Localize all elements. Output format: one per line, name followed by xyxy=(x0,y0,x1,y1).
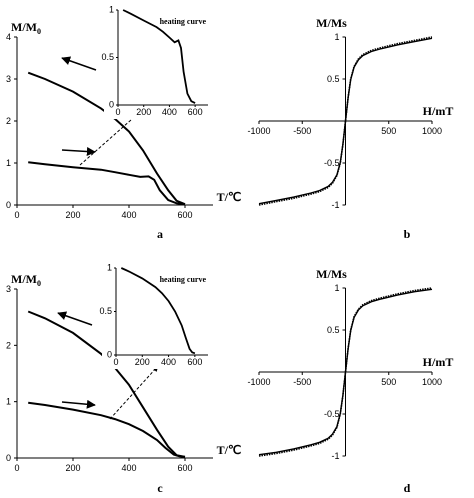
inset-x-tick-label: 400 xyxy=(161,357,176,367)
y-axis-label-subscript: 0 xyxy=(37,27,41,36)
x-tick-label: 200 xyxy=(65,210,80,220)
hysteresis-loop-dotted xyxy=(258,36,433,206)
inset-chart: 0 0.5 1 0 200 400 600 heating curve xyxy=(99,263,218,369)
x-tick-label: 400 xyxy=(121,210,136,220)
x-axis-label: T/℃ xyxy=(217,190,242,204)
inset-y-tick-label: 0 xyxy=(107,350,112,360)
inset-x-tick-label: 0 xyxy=(113,357,118,367)
y-tick-label: -1 xyxy=(331,451,339,461)
inset-heating-curve xyxy=(122,9,196,104)
inset-background xyxy=(104,6,218,119)
x-tick-label: -500 xyxy=(293,126,311,136)
inset-y-tick-label: 1 xyxy=(107,263,112,273)
y-tick-label: -0.5 xyxy=(324,409,340,419)
inset-x-tick-label: 200 xyxy=(135,357,150,367)
inset-y-tick-label: 0.5 xyxy=(99,306,112,316)
x-tick-label: -1000 xyxy=(247,126,270,136)
y-axis-label: M/Ms xyxy=(316,16,347,30)
panel-letter: a xyxy=(157,227,163,241)
y-tick-label: 2 xyxy=(6,340,11,350)
y-axis-label: M/M0 xyxy=(11,20,41,36)
inset-y-tick-label: 0.5 xyxy=(101,52,114,62)
inset-x-tick-label: 400 xyxy=(162,107,177,117)
y-tick-label: -1 xyxy=(331,200,339,210)
x-tick-label: 0 xyxy=(14,210,19,220)
x-axis-label: H/mT xyxy=(423,104,454,118)
panel-b: -1000 -500 500 1000 -1 -0.5 0.5 1 M/Ms H/mT b xyxy=(247,16,453,241)
heating-arrow xyxy=(61,399,96,409)
cooling-curve xyxy=(27,71,186,206)
y-tick-label: 3 xyxy=(6,74,11,84)
cooling-arrow xyxy=(61,56,97,71)
y-axis-label-main: M/M xyxy=(11,272,37,286)
x-tick-label: 600 xyxy=(177,463,192,473)
hysteresis-loop xyxy=(258,37,433,205)
inset-label: heating curve xyxy=(160,17,207,26)
inset-chart: 0 0.5 1 0 200 400 600 heating curve xyxy=(101,5,218,119)
y-tick-label: 0.5 xyxy=(327,74,340,84)
panel-d: -1000 -500 500 1000 -1 -0.5 0.5 1 M/Ms H/mT d xyxy=(247,267,453,495)
cooling-curve xyxy=(27,310,186,458)
y-tick-label: 1 xyxy=(334,283,339,293)
y-axis-label: M/Ms xyxy=(316,267,347,281)
y-axis-label-subscript: 0 xyxy=(37,279,41,288)
y-tick-label: -0.5 xyxy=(324,158,340,168)
x-tick-label: 400 xyxy=(121,463,136,473)
y-axis-label-main: M/M xyxy=(11,20,37,34)
inset-y-tick-label: 0 xyxy=(109,100,114,110)
panel-letter: d xyxy=(404,481,411,495)
inset-background xyxy=(102,264,218,369)
inset-x-tick-label: 200 xyxy=(136,107,151,117)
y-tick-label: 1 xyxy=(6,158,11,168)
x-tick-label: 500 xyxy=(381,126,396,136)
inset-pointer-arrow xyxy=(109,365,159,420)
x-tick-label: -1000 xyxy=(247,377,270,387)
y-tick-label: 0 xyxy=(6,200,11,210)
inset-label: heating curve xyxy=(160,275,207,284)
inset-x-tick-label: 0 xyxy=(115,107,120,117)
y-tick-label: 0 xyxy=(6,453,11,463)
inset-x-tick-label: 600 xyxy=(187,357,202,367)
panel-letter: b xyxy=(404,227,411,241)
x-tick-label: 200 xyxy=(65,463,80,473)
hysteresis-loop-dotted xyxy=(258,287,433,457)
x-tick-label: 0 xyxy=(14,463,19,473)
x-tick-label: 1000 xyxy=(422,126,442,136)
x-axis-label: T/℃ xyxy=(217,443,242,457)
inset-pointer-arrow xyxy=(79,111,141,166)
y-axis-label: M/M0 xyxy=(11,272,41,288)
x-tick-label: -500 xyxy=(293,377,311,387)
inset-x-tick-label: 600 xyxy=(188,107,203,117)
x-tick-label: 600 xyxy=(177,210,192,220)
heating-arrow xyxy=(61,147,96,157)
heating-curve xyxy=(28,401,186,458)
x-axis-label: H/mT xyxy=(423,355,454,369)
inset-heating-curve xyxy=(120,267,196,355)
y-tick-label: 1 xyxy=(6,397,11,407)
x-tick-label: 1000 xyxy=(422,377,442,387)
inset-y-tick-label: 1 xyxy=(109,5,114,15)
y-tick-label: 0.5 xyxy=(327,325,340,335)
heating-curve xyxy=(28,161,186,206)
hysteresis-loop xyxy=(258,288,433,456)
cooling-arrow xyxy=(57,311,93,326)
y-tick-label: 3 xyxy=(6,284,11,294)
y-tick-label: 1 xyxy=(334,32,339,42)
x-tick-label: 500 xyxy=(381,377,396,387)
y-tick-label: 4 xyxy=(6,32,11,42)
panel-letter: c xyxy=(157,481,163,495)
y-tick-label: 2 xyxy=(6,116,11,126)
